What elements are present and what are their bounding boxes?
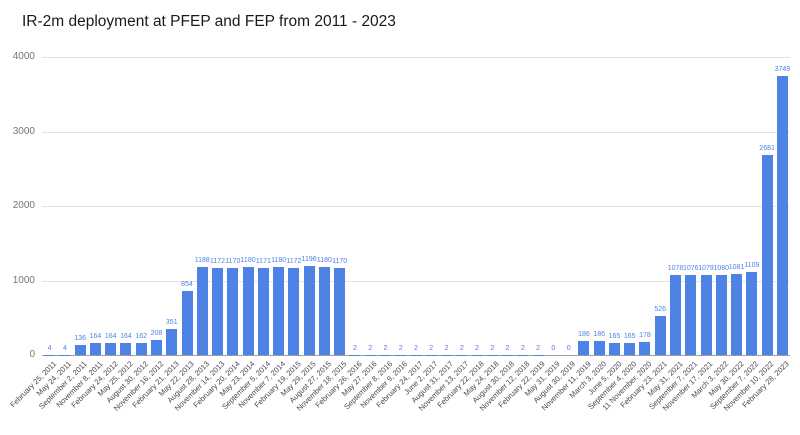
bar[interactable] [624, 342, 636, 355]
bar-value-label: 1079 [698, 264, 714, 272]
bar-value-label: 2 [490, 344, 495, 352]
bar-value-label: 4 [62, 344, 67, 352]
bar[interactable] [242, 267, 254, 355]
bar-value-label: 4 [47, 344, 52, 352]
gridline [42, 131, 790, 133]
bar-value-label: 2 [536, 344, 541, 352]
bar[interactable] [593, 341, 605, 355]
bar[interactable] [150, 339, 162, 355]
y-tick-label: 0 [29, 349, 35, 360]
bar-value-label: 178 [639, 331, 651, 339]
bar-value-label: 165 [623, 332, 636, 340]
bar-value-label: 1180 [316, 257, 332, 265]
bar-value-label: 526 [654, 305, 667, 313]
bar-value-label: 351 [165, 318, 178, 326]
gridline [42, 57, 790, 58]
bar-value-label: 2 [414, 344, 418, 352]
bar[interactable] [227, 267, 239, 355]
bar[interactable] [731, 274, 743, 355]
bar-value-label: 164 [120, 332, 132, 340]
bar-value-label: 164 [104, 332, 117, 340]
bar[interactable] [334, 267, 346, 355]
bar[interactable] [700, 274, 712, 355]
bar-value-label: 0 [551, 345, 556, 352]
bar[interactable] [608, 342, 620, 355]
bar-value-label: 854 [181, 281, 193, 289]
bar-value-label: 1076 [682, 264, 699, 272]
y-tick-label: 2000 [12, 200, 35, 211]
bar-value-label: 2681 [759, 145, 775, 153]
bar-value-label: 1170 [225, 257, 241, 265]
bar[interactable] [746, 272, 758, 355]
bar-value-label: 2 [352, 344, 357, 352]
bar[interactable] [273, 267, 285, 355]
bar-value-label: 1188 [194, 256, 210, 264]
bar-value-label: 2 [475, 344, 479, 352]
bar[interactable] [212, 267, 224, 355]
bar-value-label: 162 [135, 332, 148, 340]
bar-value-label: 2 [520, 344, 525, 352]
bar-value-label: 1180 [271, 257, 287, 265]
bar[interactable] [74, 344, 86, 355]
bar-value-label: 1171 [255, 257, 271, 265]
bar-value-label: 1080 [713, 264, 730, 272]
bar-value-label: 164 [89, 332, 102, 340]
bar-value-label: 2 [429, 344, 434, 352]
bar[interactable] [776, 75, 788, 355]
chart-title: IR-2m deployment at PFEP and FEP from 20… [22, 13, 396, 30]
bar-value-label: 2 [398, 344, 403, 352]
bar-value-label: 1172 [210, 257, 226, 265]
bar[interactable] [135, 342, 147, 355]
bar[interactable] [288, 267, 300, 355]
bar[interactable] [578, 341, 590, 355]
bar[interactable] [257, 267, 269, 355]
bar-value-label: 208 [150, 329, 163, 337]
bar[interactable] [120, 342, 132, 355]
bar-value-label: 2 [444, 344, 449, 352]
bar[interactable] [639, 341, 651, 355]
bar-value-label: 2 [383, 344, 388, 352]
plot-area: 0 1000 2000 3000 4000 4 February 25, 2011 4 May … [8, 51, 791, 413]
gridline [42, 206, 790, 207]
bar-value-label: 2 [368, 344, 373, 352]
bar[interactable] [105, 342, 117, 355]
bar-value-label: 186 [593, 331, 606, 339]
x-axis-baseline [42, 355, 790, 356]
bar[interactable] [685, 274, 697, 355]
bar[interactable] [654, 315, 666, 355]
gridline [42, 280, 790, 282]
bar[interactable] [196, 266, 208, 355]
bar-value-label: 186 [578, 331, 590, 339]
y-tick-label: 1000 [12, 274, 35, 286]
bar-value-label: 1180 [240, 257, 256, 265]
bar-value-label: 1081 [728, 264, 745, 272]
bar-value-label: 1109 [744, 262, 760, 270]
y-tick-label: 3000 [12, 125, 35, 137]
bar[interactable] [89, 342, 101, 355]
bar-value-label: 1078 [667, 264, 684, 272]
bar-value-label: 0 [566, 345, 571, 352]
bar[interactable] [715, 274, 727, 355]
bar-value-label: 2 [459, 344, 464, 352]
bar-value-label: 1172 [286, 257, 302, 265]
bar[interactable] [303, 265, 315, 355]
bar-value-label: 136 [74, 334, 86, 342]
bar[interactable] [761, 155, 773, 355]
bar-value-label: 165 [608, 332, 621, 340]
bar-value-label: 1170 [332, 257, 348, 265]
bar-value-label: 3749 [774, 65, 791, 73]
bar[interactable] [181, 291, 193, 355]
y-tick-label: 4000 [12, 51, 35, 62]
bar-value-label: 2 [505, 344, 510, 352]
bar-value-label: 1196 [301, 255, 317, 263]
bar[interactable] [318, 267, 330, 355]
bar[interactable] [166, 328, 178, 355]
bar[interactable] [670, 274, 681, 355]
